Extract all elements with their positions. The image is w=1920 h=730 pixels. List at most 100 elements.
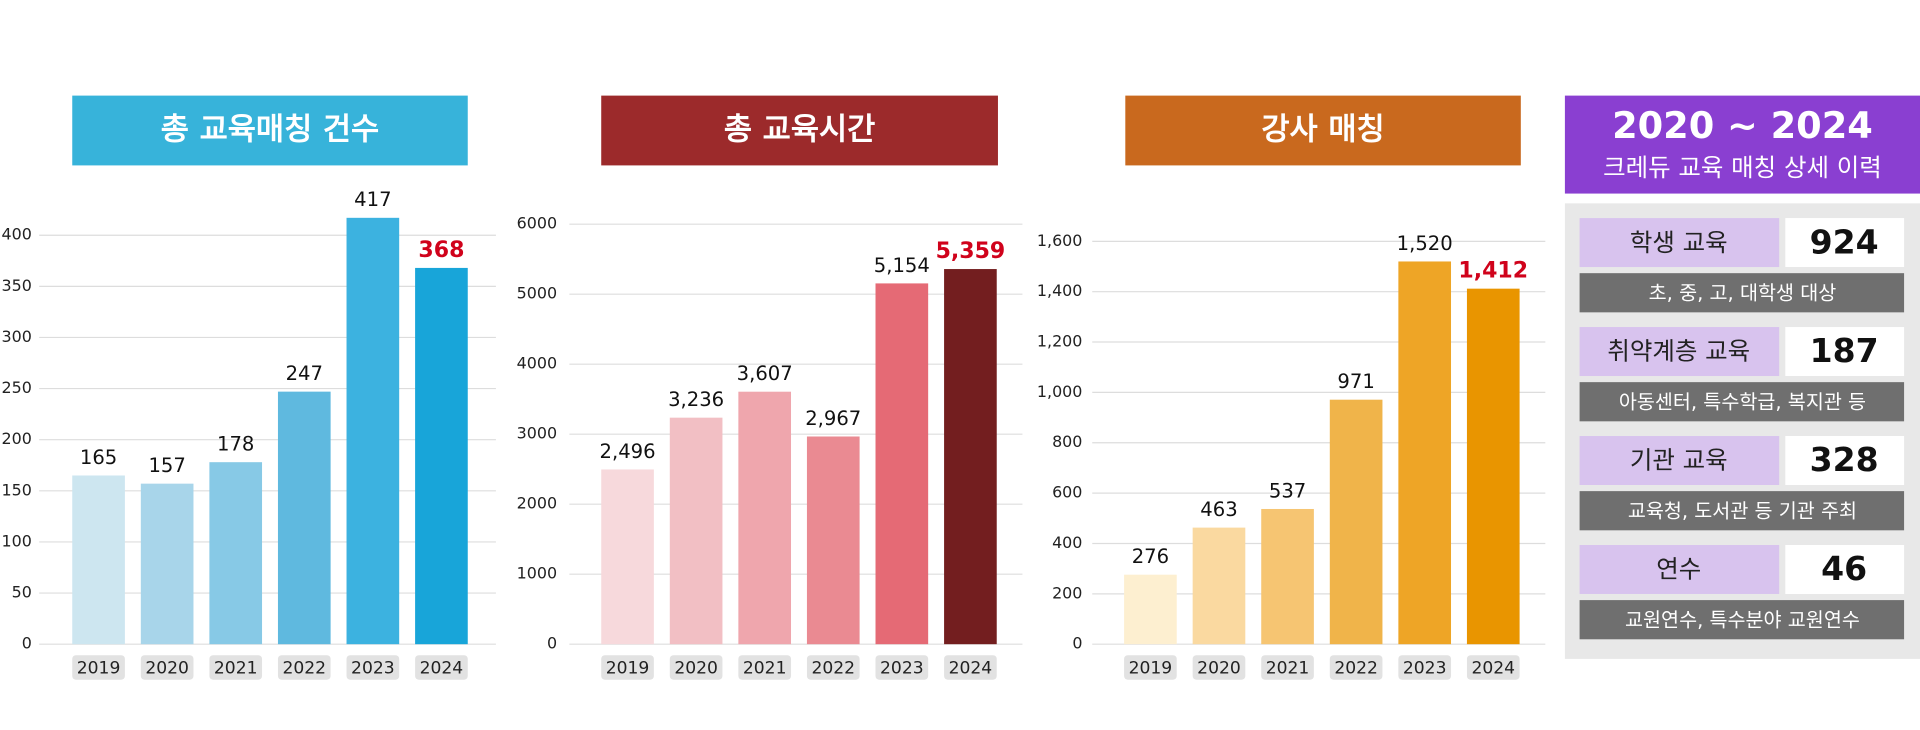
y-tick-label: 0 — [22, 634, 32, 653]
row-label: 학생 교육 — [1630, 228, 1728, 257]
bar — [738, 391, 792, 645]
x-tick-label: 2020 — [1197, 659, 1241, 679]
y-tick-label: 6000 — [517, 214, 557, 233]
category-box — [738, 655, 792, 680]
category-box — [140, 655, 194, 680]
y-tick-label: 5000 — [517, 284, 557, 303]
value-label: 3,236 — [668, 388, 724, 411]
value-label: 247 — [286, 362, 323, 385]
bar — [209, 462, 263, 645]
row-note: 교원연수, 특수분야 교원연수 — [1625, 608, 1860, 631]
row-note-box — [1579, 600, 1905, 640]
x-tick-label: 2021 — [1266, 659, 1310, 679]
category-box — [277, 655, 331, 680]
row-label-box — [1579, 327, 1780, 377]
category-box — [1466, 655, 1520, 680]
chart-title: 강사 매칭 — [1261, 113, 1384, 148]
row-note: 교육청, 도서관 등 기관 주최 — [1628, 499, 1857, 522]
row-value: 46 — [1821, 549, 1867, 588]
y-tick-label: 50 — [12, 583, 32, 602]
x-tick-label: 2023 — [1403, 659, 1447, 679]
bar — [140, 483, 194, 645]
category-box — [415, 655, 468, 680]
y-tick-label: 1,200 — [1037, 332, 1083, 351]
category-box — [669, 655, 723, 680]
bar — [1124, 574, 1177, 645]
bar — [346, 217, 400, 645]
category-box — [346, 655, 400, 680]
value-label: 2,967 — [805, 407, 861, 430]
bar — [415, 267, 468, 645]
bar — [72, 475, 125, 645]
y-tick-label: 200 — [1052, 583, 1082, 602]
x-tick-label: 2021 — [214, 659, 258, 679]
value-label: 5,359 — [936, 239, 1006, 264]
y-tick-label: 400 — [1052, 533, 1082, 552]
category-box — [209, 655, 263, 680]
category-box — [601, 655, 654, 680]
value-label: 165 — [80, 446, 117, 469]
value-label: 417 — [354, 188, 391, 211]
y-tick-label: 0 — [1072, 634, 1082, 653]
y-tick-label: 150 — [1, 480, 31, 499]
panel-subtitle: 크레듀 교육 매칭 상세 이력 — [1603, 153, 1882, 182]
y-tick-label: 100 — [1, 531, 31, 550]
row-note-box — [1579, 382, 1905, 422]
row-label: 취약계층 교육 — [1607, 337, 1750, 366]
x-tick-label: 2020 — [674, 659, 718, 679]
x-tick-label: 2020 — [145, 659, 189, 679]
bar — [1261, 508, 1314, 645]
y-tick-label: 250 — [1, 378, 31, 397]
chart-title-box — [72, 95, 468, 166]
category-box — [875, 655, 929, 680]
row-note: 아동센터, 특수학급, 복지관 등 — [1619, 390, 1866, 413]
row-label: 연수 — [1656, 555, 1701, 584]
row-note: 초, 중, 고, 대학생 대상 — [1649, 281, 1837, 304]
value-label: 537 — [1269, 479, 1306, 502]
category-box — [1261, 655, 1314, 680]
y-tick-label: 300 — [1, 327, 31, 346]
x-tick-label: 2019 — [77, 659, 121, 679]
x-tick-label: 2022 — [1334, 659, 1378, 679]
row-label: 기관 교육 — [1630, 446, 1728, 475]
category-box — [1398, 655, 1452, 680]
bar — [1329, 399, 1383, 645]
value-label: 463 — [1200, 498, 1237, 521]
row-note-box — [1579, 273, 1905, 313]
row-value-box — [1785, 327, 1905, 377]
y-tick-label: 1,600 — [1037, 231, 1083, 250]
bar — [1466, 288, 1520, 645]
value-label: 3,607 — [737, 362, 793, 385]
chart-title-box — [601, 95, 998, 166]
row-value: 924 — [1810, 222, 1879, 261]
value-label: 368 — [418, 238, 464, 263]
value-label: 276 — [1132, 545, 1169, 568]
value-label: 5,154 — [874, 254, 930, 277]
bar — [1398, 261, 1452, 645]
x-tick-label: 2024 — [1471, 659, 1515, 679]
x-tick-label: 2021 — [743, 659, 787, 679]
x-tick-label: 2023 — [351, 659, 395, 679]
x-tick-label: 2022 — [811, 659, 855, 679]
category-box — [944, 655, 997, 680]
row-value-box — [1785, 545, 1905, 594]
bar — [1192, 527, 1246, 645]
value-label: 971 — [1337, 370, 1374, 393]
chart-title: 총 교육시간 — [724, 113, 875, 148]
x-tick-label: 2024 — [949, 659, 993, 679]
bar — [806, 436, 860, 645]
y-tick-label: 3000 — [517, 424, 557, 443]
category-box — [72, 655, 125, 680]
row-label-box — [1579, 545, 1780, 594]
x-tick-label: 2019 — [606, 659, 650, 679]
value-label: 178 — [217, 433, 254, 456]
category-box — [1329, 655, 1383, 680]
category-box — [806, 655, 860, 680]
chart-title: 총 교육매칭 건수 — [161, 113, 379, 148]
bar — [944, 269, 997, 645]
y-tick-label: 2000 — [517, 494, 557, 513]
x-tick-label: 2019 — [1129, 659, 1173, 679]
y-tick-label: 0 — [547, 634, 557, 653]
bar — [669, 417, 723, 645]
